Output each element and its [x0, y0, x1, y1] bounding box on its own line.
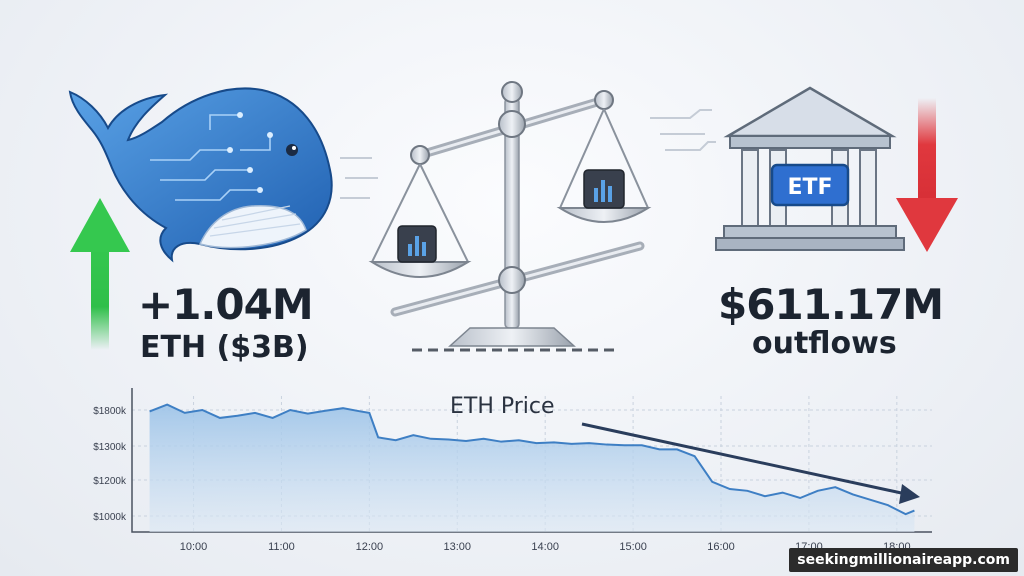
whale-value: +1.04M — [138, 280, 314, 329]
y-tick-label: $1800k — [93, 406, 127, 417]
x-tick-label: 16:00 — [707, 541, 735, 553]
x-tick-label: 15:00 — [619, 541, 647, 553]
x-tick-label: 12:00 — [356, 541, 384, 553]
y-tick-label: $1300k — [93, 442, 127, 453]
whale-motion-lines — [340, 157, 378, 199]
price-line — [149, 403, 915, 516]
x-tick-label: 13:00 — [444, 541, 472, 553]
x-tick-label: 10:00 — [180, 541, 208, 553]
up-arrow-icon — [70, 198, 130, 350]
x-tick-label: 14:00 — [531, 541, 559, 553]
etf-badge-label: ETF — [787, 175, 832, 200]
etf-sub: outflows — [752, 326, 897, 361]
trend-arrow-icon — [581, 422, 920, 504]
etf-badge: ETF — [770, 163, 850, 207]
etf-value: $611.17M — [718, 280, 944, 329]
down-arrow-icon — [896, 98, 958, 252]
y-tick-label: $1000k — [93, 512, 127, 523]
etf-motion-lines — [650, 109, 716, 151]
y-tick-label: $1200k — [93, 476, 127, 487]
whale-sub: ETH ($3B) — [140, 330, 309, 365]
whale-icon — [68, 87, 333, 263]
watermark[interactable]: seekingmillionaireapp.com — [789, 548, 1018, 572]
chart-title: ETH Price — [450, 394, 555, 419]
price-chart: $1800k $1300k $1200k $1000k 10:00 11:00 12:00… — [93, 388, 932, 553]
price-area — [149, 404, 915, 532]
x-tick-label: 11:00 — [268, 541, 295, 553]
balance-scale-icon — [368, 81, 652, 352]
